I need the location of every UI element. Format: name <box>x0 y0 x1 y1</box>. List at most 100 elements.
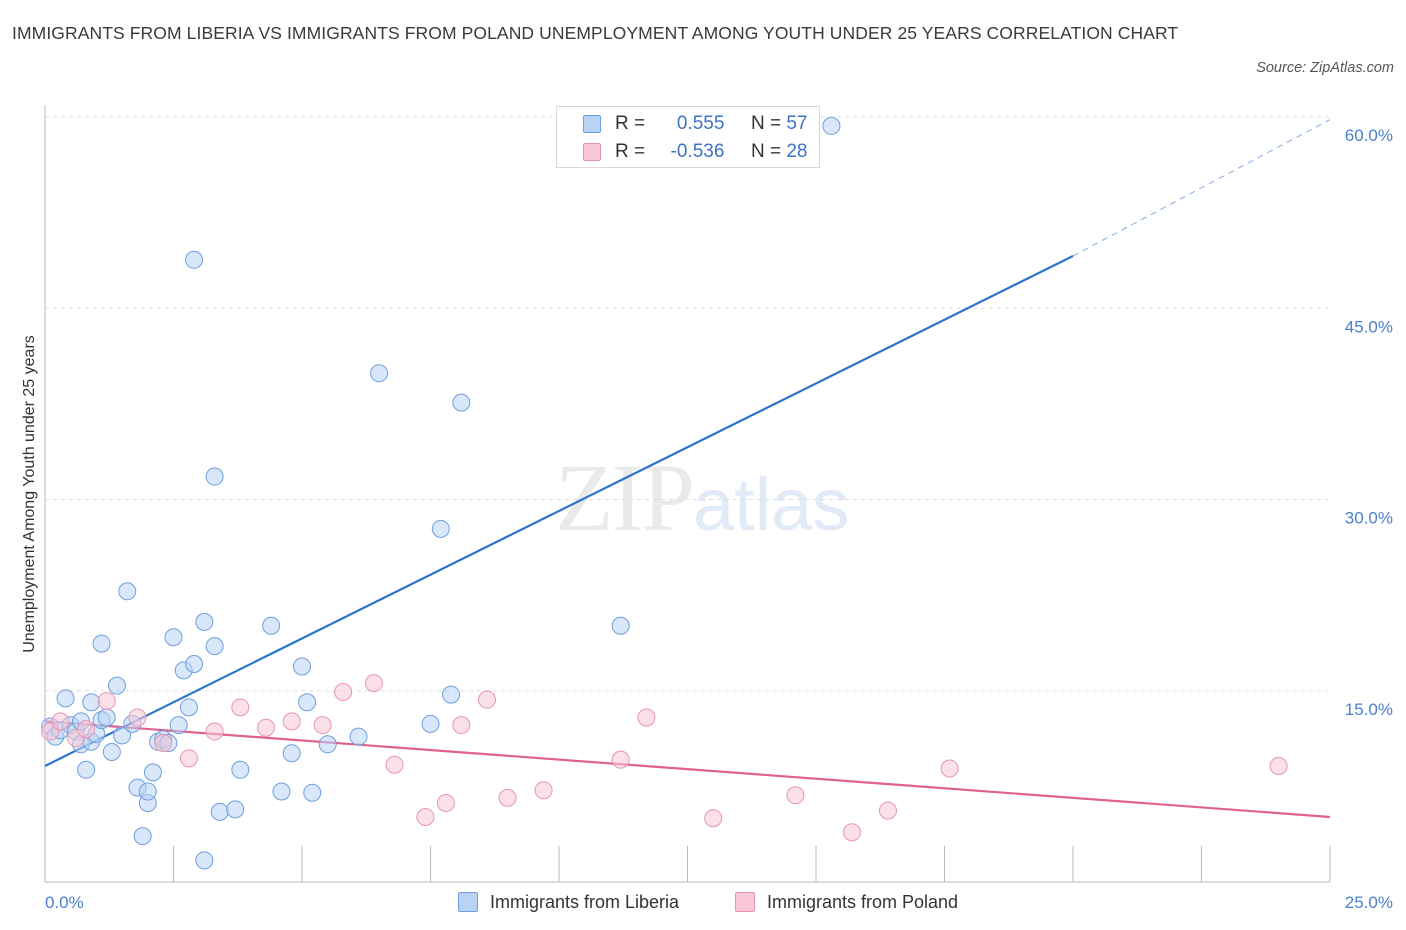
bottom-legend-swatch-poland <box>735 892 755 912</box>
liberia-point <box>370 364 389 383</box>
bottom-legend-label: Immigrants from Liberia <box>490 892 680 912</box>
liberia-point <box>349 727 368 746</box>
y-tick-label: 15.0% <box>1345 700 1393 719</box>
poland-point <box>842 823 861 842</box>
poland-point <box>231 698 250 717</box>
source-note: Source: ZipAtlas.com <box>1256 60 1394 76</box>
legend-n-value: 28 <box>786 141 808 162</box>
trend-lines <box>44 119 1331 819</box>
poland-point <box>205 722 224 741</box>
x-tick-label: 25.0% <box>1345 893 1393 912</box>
poland-point <box>940 759 959 778</box>
trend-line-poland <box>44 720 1331 819</box>
legend-n-label: N = <box>750 141 782 162</box>
liberia-point <box>210 802 229 821</box>
liberia-point <box>195 612 214 631</box>
legend-r-label: R = <box>615 113 646 134</box>
poland-point <box>1269 756 1288 775</box>
liberia-point <box>195 851 214 870</box>
data-points <box>41 116 1288 870</box>
liberia-point <box>431 519 450 538</box>
liberia-point <box>118 582 137 601</box>
poland-point <box>534 781 553 800</box>
legend-r-value: 0.555 <box>676 113 725 134</box>
chart-title: IMMIGRANTS FROM LIBERIA VS IMMIGRANTS FR… <box>12 23 1179 43</box>
watermark: ZIPatlas <box>555 442 849 553</box>
liberia-point <box>179 698 198 717</box>
poland-point <box>51 712 70 731</box>
series-liberia <box>41 116 841 870</box>
legend-n-value: 57 <box>786 113 808 134</box>
poland-point <box>128 708 147 727</box>
liberia-point <box>298 693 317 712</box>
legend-swatch-liberia <box>583 115 601 133</box>
poland-point <box>154 734 173 753</box>
liberia-point <box>262 616 281 635</box>
liberia-point <box>143 763 162 782</box>
liberia-point <box>303 783 322 802</box>
poland-point <box>452 716 471 735</box>
legend-swatch-poland <box>583 143 601 161</box>
poland-point <box>385 755 404 774</box>
liberia-point <box>442 685 461 704</box>
liberia-point <box>107 676 126 695</box>
poland-point <box>257 718 276 737</box>
liberia-point <box>282 744 301 763</box>
tick-labels: 15.0% 30.0% 45.0% 60.0% 0.0% 25.0% <box>45 126 1393 912</box>
poland-point <box>436 793 455 812</box>
watermark-atlas: atlas <box>693 463 850 546</box>
poland-point <box>313 716 332 735</box>
poland-point <box>416 807 435 826</box>
poland-point <box>611 750 630 769</box>
liberia-point <box>113 726 132 745</box>
legend-n-label: N = <box>750 113 782 134</box>
grid-lines <box>45 116 1330 692</box>
liberia-point <box>97 708 116 727</box>
y-tick-label: 60.0% <box>1345 126 1393 145</box>
poland-point <box>498 788 517 807</box>
series-poland <box>41 674 1288 842</box>
liberia-point <box>205 467 224 486</box>
x-tick-label: 0.0% <box>45 893 84 912</box>
legend-r-label: R = <box>615 141 646 162</box>
poland-point <box>637 708 656 727</box>
liberia-point <box>185 654 204 673</box>
liberia-point <box>102 742 121 761</box>
legend-r-value: -0.536 <box>670 141 725 162</box>
liberia-point <box>133 827 152 846</box>
poland-point <box>282 712 301 731</box>
liberia-point <box>185 250 204 269</box>
poland-point <box>364 674 383 693</box>
poland-point <box>97 691 116 710</box>
liberia-point <box>452 393 471 412</box>
liberia-point <box>56 689 75 708</box>
poland-point <box>704 809 723 828</box>
liberia-point <box>231 760 250 779</box>
y-axis-label: Unemployment Among Youth under 25 years <box>21 335 38 653</box>
liberia-point <box>164 628 183 647</box>
liberia-point <box>92 634 111 653</box>
liberia-point <box>611 616 630 635</box>
poland-point <box>878 801 897 820</box>
liberia-point <box>82 693 101 712</box>
watermark-zip: ZIP <box>555 444 695 551</box>
trend-line-liberia <box>44 254 1074 767</box>
poland-point <box>478 690 497 709</box>
y-tick-label: 45.0% <box>1345 317 1393 336</box>
liberia-point <box>205 637 224 656</box>
liberia-point <box>822 116 841 135</box>
liberia-point <box>169 716 188 735</box>
poland-point <box>179 749 198 768</box>
axes <box>44 105 1331 883</box>
liberia-point <box>272 782 291 801</box>
liberia-point <box>77 760 96 779</box>
y-tick-label: 30.0% <box>1345 509 1393 528</box>
bottom-legend-label: Immigrants from Poland <box>767 892 959 912</box>
liberia-point <box>318 735 337 754</box>
poland-point <box>786 786 805 805</box>
trend-line-liberia-extension <box>1072 119 1331 257</box>
poland-point <box>334 683 353 702</box>
liberia-point <box>293 657 311 676</box>
bottom-legend-swatch-liberia <box>458 892 478 912</box>
